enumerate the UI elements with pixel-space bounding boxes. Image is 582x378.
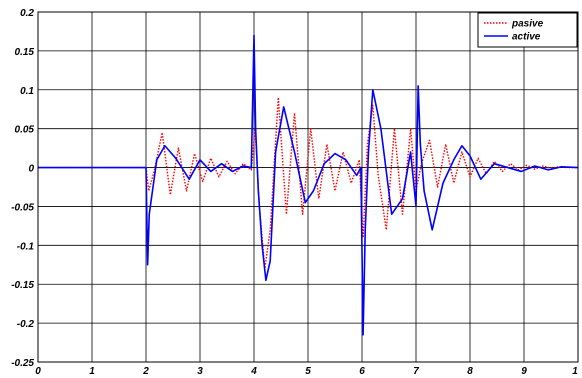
x-tick-label: 8 — [467, 366, 473, 377]
x-tick-label: 1 — [572, 366, 578, 377]
legend-box — [477, 12, 578, 48]
x-tick-label: 5 — [305, 366, 311, 377]
y-tick-label: -0.25 — [11, 358, 34, 369]
x-tick-label: 9 — [521, 366, 527, 377]
y-tick-label: 0.2 — [20, 8, 34, 19]
legend-label-active: active — [512, 32, 541, 43]
plot-frame — [37, 11, 579, 363]
series-layer — [38, 34, 579, 336]
y-tick-label: 0 — [28, 164, 34, 175]
x-tick-label: 4 — [250, 366, 257, 377]
x-tick-label: 7 — [413, 366, 419, 377]
y-tick-label: 0.1 — [20, 86, 34, 97]
y-tick-label: -0.1 — [17, 241, 35, 252]
y-tick-label: -0.05 — [11, 202, 34, 213]
series-line-pasive — [38, 96, 578, 270]
x-tick-label: 6 — [359, 366, 365, 377]
legend: pasive active — [477, 12, 578, 48]
tick-labels: 0 1 2 3 4 5 6 7 8 9 1 0.2 0.15 0.1 0.05 0 -0.05 -0.1 -0.15… — [11, 8, 578, 377]
x-tick-label: 1 — [89, 366, 95, 377]
x-tick-label: 2 — [142, 366, 149, 377]
x-tick-label: 0 — [35, 366, 41, 377]
x-tick-label: 3 — [197, 366, 203, 377]
y-tick-label: -0.2 — [17, 319, 35, 330]
y-tick-label: -0.15 — [11, 280, 34, 291]
y-tick-label: 0.05 — [15, 125, 35, 136]
series-line-active — [38, 34, 579, 336]
legend-label-pasive: pasive — [511, 19, 544, 30]
y-tick-label: 0.15 — [15, 47, 35, 58]
grid — [37, 11, 579, 363]
